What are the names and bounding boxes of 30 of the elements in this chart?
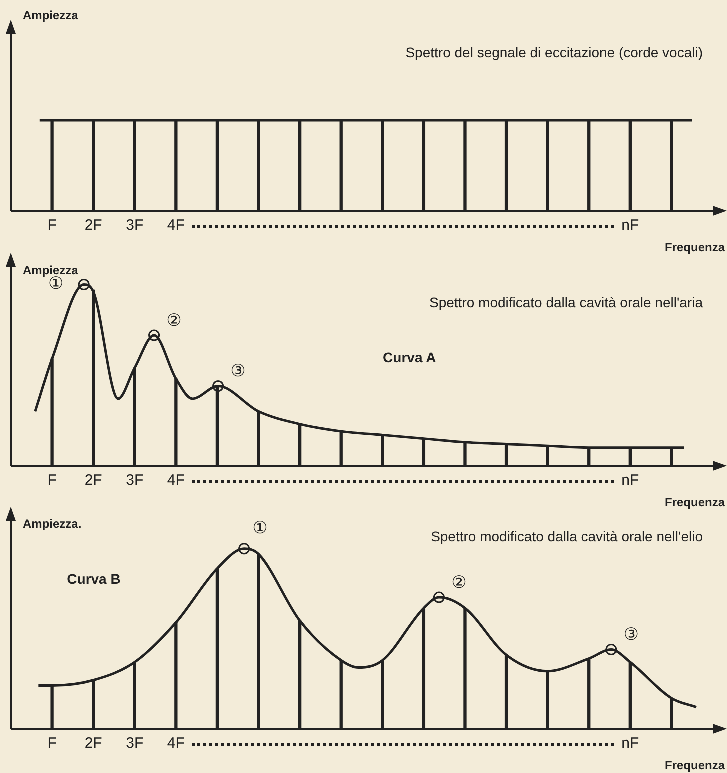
x-tick-label: 2F (84, 472, 102, 490)
y-axis-title: Ampiezza (23, 8, 79, 22)
annotation: ② (166, 310, 182, 331)
annotation: ③ (624, 625, 640, 646)
x-tick-label: 2F (84, 735, 102, 752)
x-tick-label: 2F (84, 217, 102, 234)
text: Spettro modificato dalla cavità orale nell'aria (430, 294, 704, 310)
annotation: Curva A (383, 349, 436, 366)
annotation: Curva B (67, 571, 121, 588)
annotation: ③ (230, 362, 246, 382)
x-axis-title: Frequenza (664, 495, 726, 510)
x-tick-label: 4F (167, 735, 185, 752)
x-tick-label: F (48, 735, 57, 752)
x-tick-label: 3F (126, 735, 144, 752)
x-tick-label: F (48, 472, 57, 490)
x-tick-label: 3F (126, 472, 144, 490)
chart-title: Spettro modificato dalla cavità orale nell'elio (431, 528, 704, 545)
annotation: ① (252, 518, 268, 538)
x-tick-label: nF (622, 735, 640, 752)
annotation: ② (452, 572, 467, 593)
x-tick-label: 4F (167, 472, 185, 490)
x-axis-title: Frequenza (664, 758, 726, 772)
chart-title: Spettro del segnale di eccitazione (corde vocali) (406, 44, 703, 60)
x-tick-label: F (48, 217, 57, 234)
x-tick-label: nF (622, 472, 640, 490)
x-tick-label: nF (622, 217, 640, 234)
x-tick-label: 3F (126, 217, 144, 234)
x-axis-title: Frequenza (664, 240, 726, 254)
x-tick-label: 4F (167, 217, 185, 234)
y-axis-title: Ampiezza. (23, 516, 82, 531)
